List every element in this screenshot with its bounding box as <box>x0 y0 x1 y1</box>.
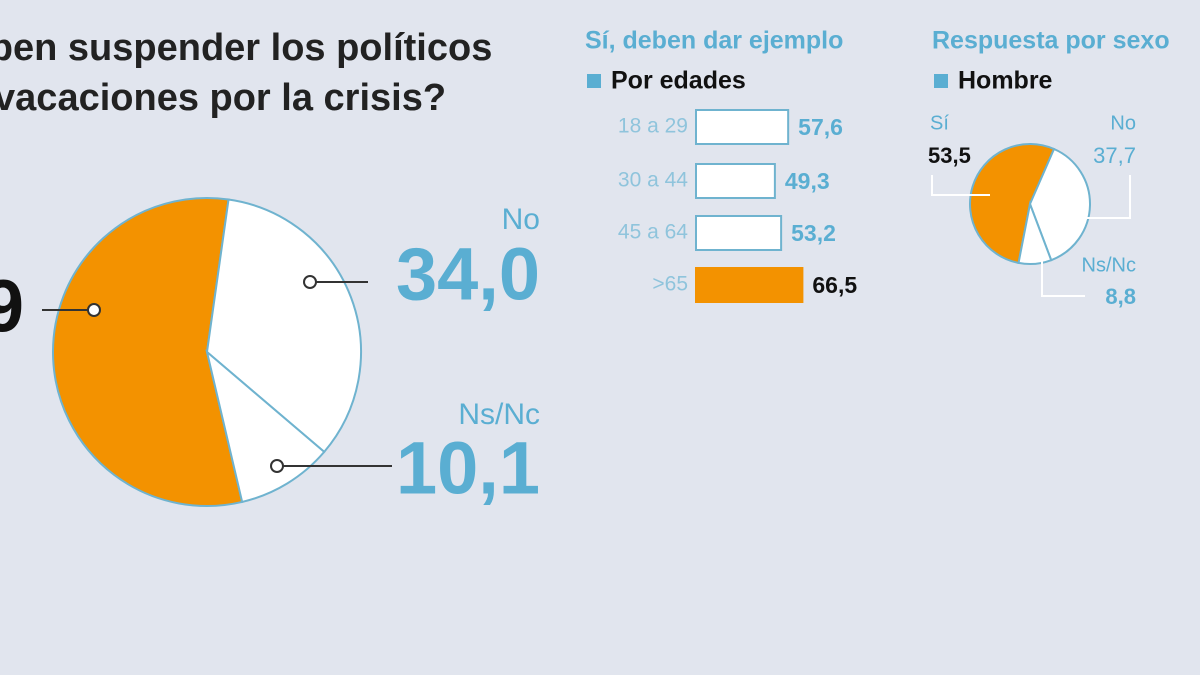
value-label: 37,7 <box>1093 143 1136 168</box>
category-label: No <box>1110 112 1136 134</box>
subtitle: Por edades <box>611 67 746 95</box>
category-label: Ns/Nc <box>1082 254 1136 276</box>
connector <box>1041 250 1085 297</box>
pie-slice <box>52 197 244 507</box>
chart-title: Sí, deben dar ejemplo <box>585 27 843 55</box>
value-label: 55,9 <box>0 265 24 348</box>
title: ¿Deben suspender los políticos <box>0 27 492 69</box>
value-label: 53,5 <box>928 143 971 168</box>
connector-dot <box>303 275 317 289</box>
bar <box>695 163 776 199</box>
pie-slice <box>1028 147 1091 262</box>
category-label: No <box>502 203 540 236</box>
value-label: 8,8 <box>1105 284 1136 309</box>
value-label: 34,0 <box>396 233 540 316</box>
category-label: Sí <box>930 112 949 134</box>
category-label: >65 <box>652 273 688 296</box>
value-label: 57,6 <box>798 114 843 140</box>
pie-slice <box>205 198 362 454</box>
category-label: 30 a 44 <box>618 169 688 192</box>
value-label: 66,5 <box>812 272 857 298</box>
value-label: 53,2 <box>791 220 836 246</box>
subtitle: Hombre <box>958 67 1053 95</box>
pie-slice <box>1017 200 1053 265</box>
bar <box>695 215 783 251</box>
value-label: 49,3 <box>785 168 830 194</box>
category-label: 18 a 29 <box>618 115 688 138</box>
connector <box>931 175 990 196</box>
connector-dot <box>87 303 101 317</box>
pie-slice <box>205 349 326 504</box>
connector <box>1070 175 1131 219</box>
category-label: 45 a 64 <box>618 221 688 244</box>
legend-square <box>934 74 948 88</box>
connector-dot <box>270 459 284 473</box>
bar <box>695 109 790 145</box>
legend-square <box>587 74 601 88</box>
title: sus vacaciones por la crisis? <box>0 77 446 119</box>
bar <box>695 267 804 303</box>
category-label: Ns/Nc <box>458 398 540 431</box>
chart-title: Respuesta por sexo <box>932 27 1170 55</box>
value-label: 10,1 <box>396 427 540 510</box>
pie-slice <box>969 143 1056 265</box>
